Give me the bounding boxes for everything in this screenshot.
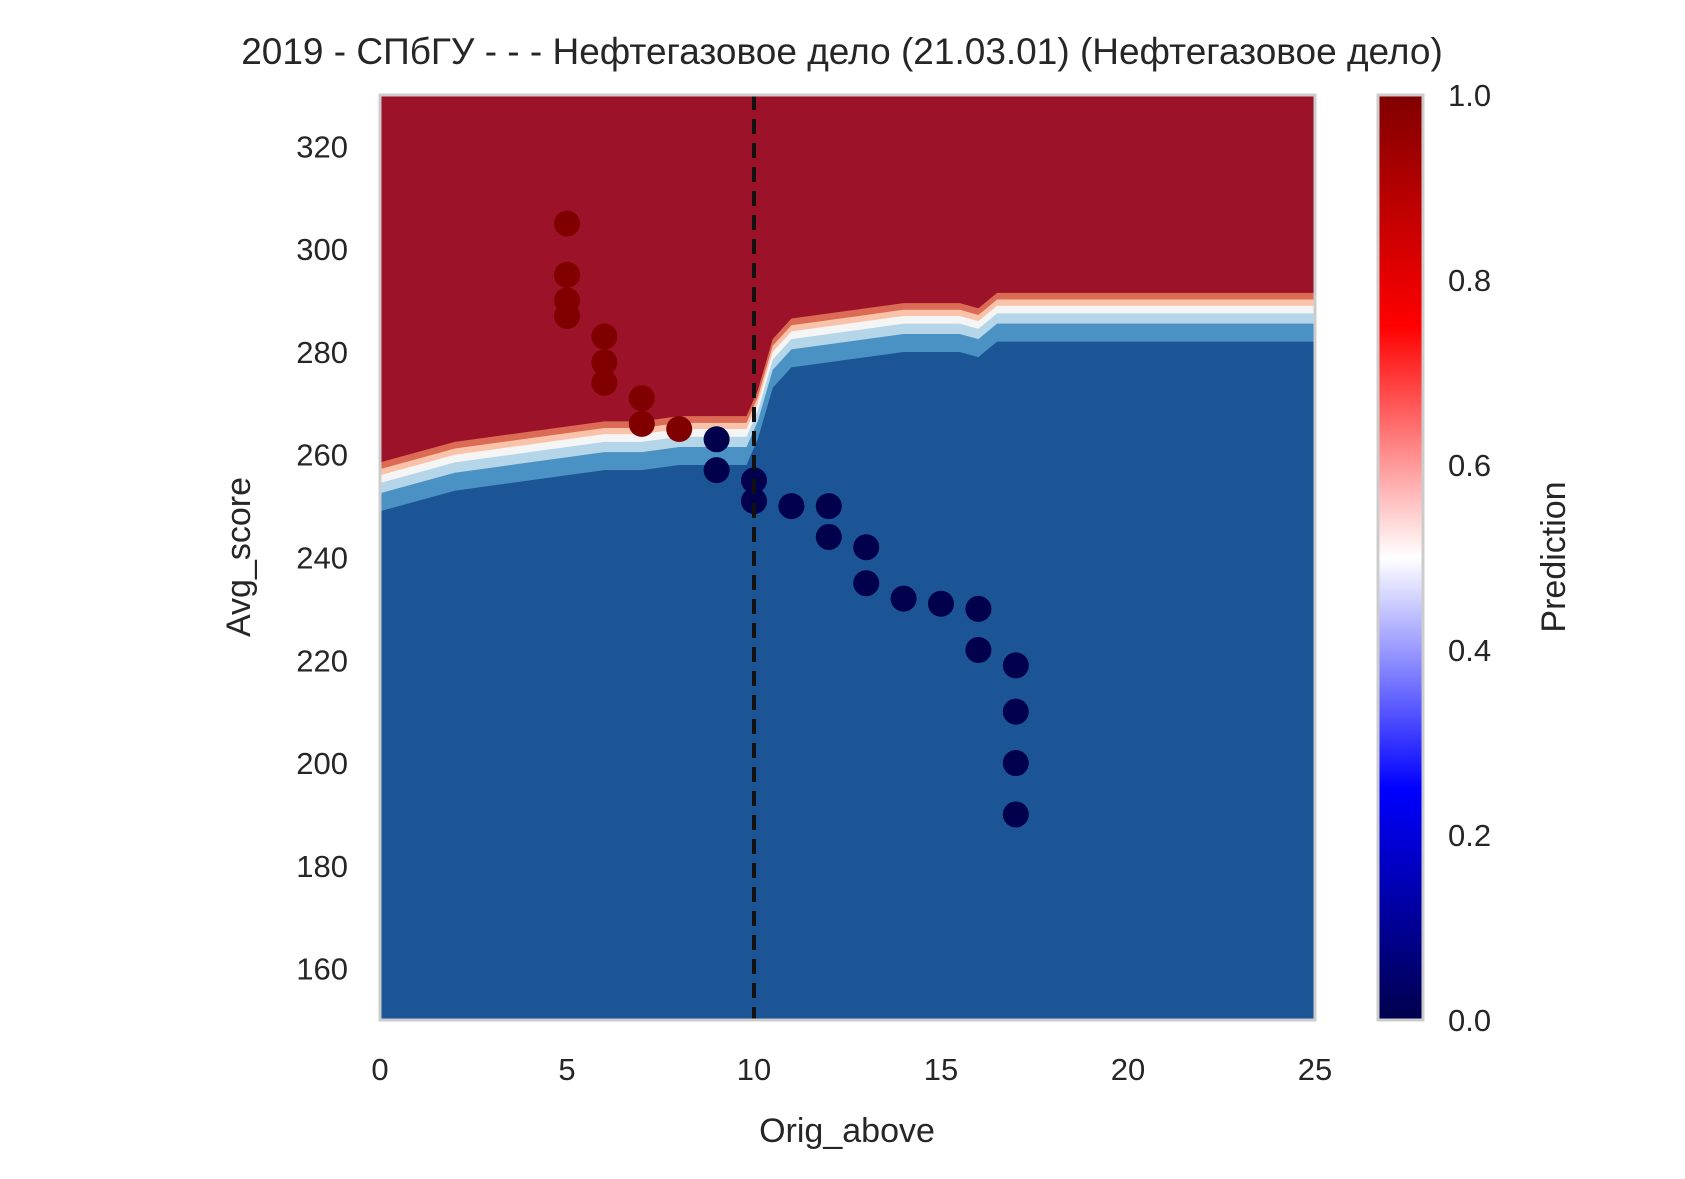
data-point-negative: [815, 493, 842, 520]
data-point-negative: [815, 523, 842, 550]
y-axis-ticks: 160 180 200 220 240 260 280 300 320: [296, 129, 348, 986]
data-point-positive: [554, 261, 580, 288]
data-point-positive: [628, 410, 655, 437]
data-point-positive: [554, 302, 580, 329]
x-tick-label: 0: [371, 1052, 388, 1087]
colorbar-tick-label: 1.0: [1448, 78, 1491, 113]
data-point-negative: [1002, 801, 1029, 828]
data-point-negative: [965, 595, 992, 622]
x-tick-label: 20: [1111, 1052, 1145, 1087]
plot-area: [380, 95, 1315, 1020]
data-point-negative: [778, 493, 805, 520]
data-point-negative: [741, 487, 767, 514]
x-tick-label: 10: [737, 1052, 771, 1087]
data-point-negative: [853, 534, 880, 561]
plot-frame: [378, 93, 1317, 1022]
data-point-positive: [666, 416, 693, 443]
colorbar-tick-label: 0.0: [1448, 1003, 1491, 1038]
data-point-negative: [1002, 652, 1029, 679]
colorbar-ticks: 0.0 0.2 0.4 0.6 0.8 1.0: [1448, 78, 1491, 1038]
y-tick-label: 260: [296, 438, 348, 473]
colorbar-tick-label: 0.2: [1448, 818, 1491, 853]
data-point-positive: [591, 323, 618, 350]
data-point-negative: [853, 570, 880, 597]
data-point-positive: [591, 369, 618, 396]
data-point-positive: [628, 385, 655, 412]
points-layer: [554, 210, 1029, 828]
colorbar-tick-label: 0.4: [1448, 633, 1491, 668]
data-point-negative: [928, 590, 954, 617]
y-tick-label: 280: [296, 335, 348, 370]
colorbar-label: Prediction: [1535, 481, 1573, 632]
contour-band-low: [380, 341, 1315, 1020]
y-tick-label: 180: [296, 849, 348, 884]
colorbar: [1376, 93, 1425, 1022]
y-tick-label: 300: [296, 232, 348, 267]
x-axis-label: Orig_above: [759, 1112, 935, 1150]
colorbar-tick-label: 0.6: [1448, 448, 1491, 483]
x-tick-label: 15: [924, 1052, 958, 1087]
data-point-negative: [703, 457, 730, 484]
y-tick-label: 220: [296, 643, 348, 678]
x-tick-label: 5: [558, 1052, 575, 1087]
x-axis-ticks: 0 5 10 15 20 25: [371, 1052, 1332, 1087]
y-tick-label: 200: [296, 746, 348, 781]
y-tick-label: 320: [296, 129, 348, 164]
data-point-negative: [1002, 750, 1029, 777]
data-point-positive: [554, 210, 580, 237]
data-point-negative: [965, 637, 992, 663]
data-point-negative: [1002, 698, 1029, 725]
data-point-negative: [890, 585, 917, 612]
x-tick-label: 25: [1298, 1052, 1332, 1087]
data-point-negative: [703, 426, 730, 453]
data-point-positive: [591, 349, 618, 376]
y-tick-label: 240: [296, 541, 348, 576]
y-tick-label: 160: [296, 952, 348, 987]
chart-title: 2019 - СПбГУ - - - Нефтегазовое дело (21…: [241, 31, 1443, 72]
y-axis-label: Avg_score: [220, 477, 258, 637]
colorbar-tick-label: 0.8: [1448, 263, 1491, 298]
